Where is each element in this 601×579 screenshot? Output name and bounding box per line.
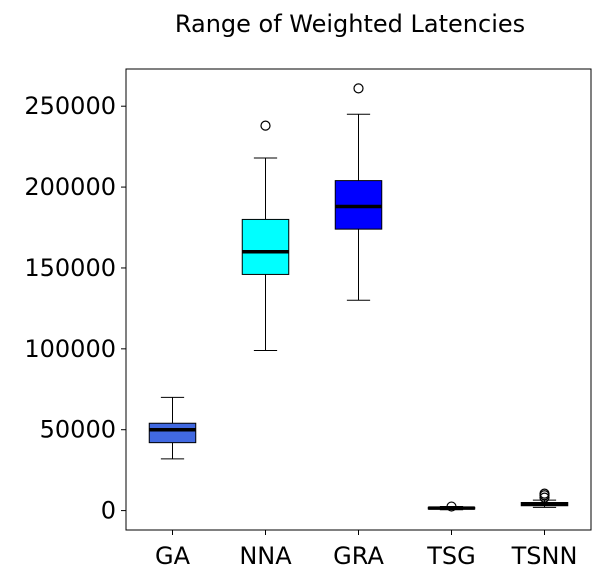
x-tick-label-ga: GA — [155, 542, 191, 570]
box-nna — [241, 218, 290, 275]
plot-area: 0 50000 100000 150000 200000 250000 GA NNA GRA TS… — [24, 68, 592, 570]
outlier-tsnn-0 — [539, 492, 550, 503]
y-tick-label-200000: 200000 — [24, 173, 116, 201]
x-tick-label-tsg: TSG — [426, 542, 476, 570]
outlier-tsnn-2 — [539, 488, 550, 499]
y-tick-label-150000: 150000 — [24, 254, 116, 282]
y-tick-label-0: 0 — [101, 497, 116, 525]
chart-title: Range of Weighted Latencies — [175, 10, 525, 38]
y-tick-label-100000: 100000 — [24, 335, 116, 363]
x-tick-label-nna: NNA — [239, 542, 292, 570]
outlier-tsg-0 — [446, 501, 457, 512]
outlier-nna-0 — [260, 120, 271, 131]
outlier-gra-0 — [353, 83, 364, 94]
y-tick-label-250000: 250000 — [24, 92, 116, 120]
box-ga — [148, 422, 197, 444]
y-tick-label-50000: 50000 — [40, 416, 116, 444]
x-tick-label-gra: GRA — [333, 542, 384, 570]
x-tick-label-tsnn: TSNN — [511, 542, 578, 570]
